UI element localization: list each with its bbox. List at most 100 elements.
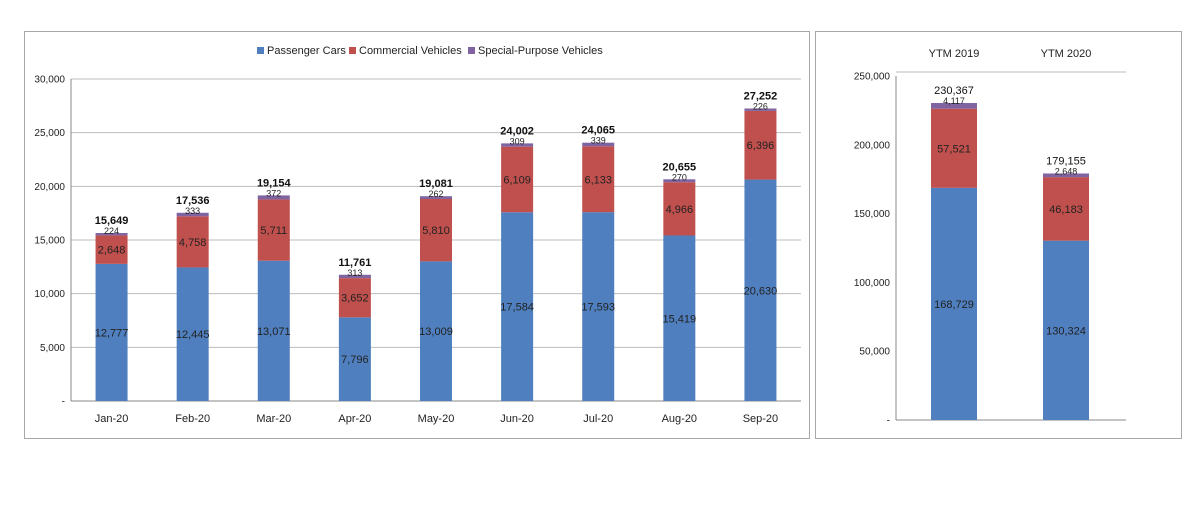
month-bar-passenger (582, 212, 615, 401)
month-label-special: 309 (510, 136, 525, 146)
month-bar-passenger (338, 317, 371, 401)
month-bar-commercial (582, 146, 615, 213)
ytm-bar-passenger (1043, 240, 1089, 420)
month-label-passenger: 15,419 (663, 313, 697, 325)
month-label-commercial: 2,648 (98, 245, 126, 257)
ytm-bar-special (1043, 173, 1089, 178)
month-label-commercial: 6,396 (747, 140, 775, 152)
legend-swatch-special (468, 47, 475, 54)
month-label-passenger: 20,630 (744, 285, 778, 297)
month-bar-passenger (663, 235, 696, 401)
ytm-chart-panel: - 50,000 100,000 150,000 200,000 250,000 168,7… (815, 31, 1182, 439)
month-label-passenger: 17,593 (581, 302, 615, 314)
month-label-passenger: 7,796 (341, 354, 369, 366)
month-category-label: Feb-20 (175, 413, 210, 425)
ytm-bar-commercial (931, 108, 977, 188)
month-label-passenger: 13,009 (419, 326, 453, 338)
month-label-special: 339 (591, 136, 606, 146)
ytm-label-passenger: 130,324 (1046, 325, 1086, 337)
month-bar-special (744, 108, 777, 111)
month-category-label: Jun-20 (500, 413, 534, 425)
month-bar-special (257, 195, 290, 200)
ytm-stacked-bar-chart: - 50,000 100,000 150,000 200,000 250,000 168,7… (854, 48, 1126, 427)
month-bar-commercial (176, 216, 209, 268)
month-category-label: Jul-20 (583, 413, 613, 425)
month-bar-special (663, 179, 696, 183)
month-label-passenger: 17,584 (500, 302, 534, 314)
y-tick-label: 20,000 (34, 182, 65, 193)
month-total-label: 27,252 (744, 90, 778, 102)
month-label-passenger: 13,071 (257, 326, 291, 338)
ytm-label-special: 4,117 (943, 96, 965, 106)
ytm-bar-special (931, 103, 977, 109)
y-tick-label: 5,000 (40, 343, 65, 354)
month-total-label: 24,002 (500, 125, 534, 137)
month-label-passenger: 12,777 (95, 327, 129, 339)
month-bar-special (582, 142, 615, 147)
month-label-commercial: 5,810 (422, 225, 450, 237)
y-tick-label: 10,000 (34, 289, 65, 300)
month-total-label: 19,154 (257, 177, 292, 189)
legend-label-commercial: Commercial Vehicles (359, 45, 462, 57)
month-bar-commercial (420, 199, 452, 262)
month-label-special: 262 (428, 189, 443, 199)
month-total-label: 11,761 (338, 257, 371, 269)
monthly-chart-panel: - 5,000 10,000 15,000 20,000 25,000 30,000 12,7… (24, 31, 810, 439)
y-tick-label: 25,000 (34, 128, 65, 139)
month-bar-passenger (95, 263, 128, 401)
month-label-special: 372 (266, 188, 281, 198)
month-category-label: May-20 (418, 413, 455, 425)
monthly-stacked-bar-chart: - 5,000 10,000 15,000 20,000 25,000 30,000 12,7… (34, 45, 801, 425)
month-label-special: 270 (672, 172, 687, 182)
month-label-commercial: 5,711 (260, 225, 287, 237)
month-bar-commercial (501, 146, 534, 213)
month-bar-special (501, 143, 534, 147)
month-bar-passenger (420, 261, 452, 401)
ytm-category-label: YTM 2019 (929, 48, 980, 60)
month-label-special: 313 (347, 268, 362, 278)
month-category-label: Apr-20 (338, 413, 371, 425)
month-label-commercial: 4,758 (179, 237, 207, 249)
y-tick-label: 15,000 (34, 236, 65, 247)
month-bar-passenger (257, 260, 290, 401)
month-total-label: 24,065 (581, 125, 615, 137)
legend-label-special: Special-Purpose Vehicles (478, 45, 603, 57)
month-label-passenger: 12,445 (176, 329, 210, 341)
ytm-bar-passenger (931, 187, 977, 420)
ytm-label-commercial: 46,183 (1049, 204, 1083, 216)
month-label-special: 226 (753, 101, 768, 111)
ytm-category-label: YTM 2020 (1041, 48, 1092, 60)
month-category-label: Jan-20 (95, 413, 129, 425)
month-bar-commercial (338, 278, 371, 318)
ytm-total-label: 230,367 (934, 85, 974, 97)
ytm-label-commercial: 57,521 (937, 143, 971, 155)
ytm-bar-commercial (1043, 177, 1089, 241)
month-bar-commercial (663, 182, 696, 236)
month-label-special: 333 (185, 206, 200, 216)
month-bar-passenger (176, 267, 209, 401)
month-bar-passenger (744, 179, 777, 401)
month-label-commercial: 6,109 (503, 174, 531, 186)
month-bar-special (420, 196, 452, 200)
month-bar-special (338, 274, 371, 279)
month-bar-special (95, 233, 128, 236)
month-bar-commercial (744, 110, 777, 180)
month-total-label: 15,649 (95, 215, 129, 227)
month-bar-commercial (257, 199, 290, 261)
y-tick-label: - (62, 397, 65, 408)
month-category-label: Mar-20 (256, 413, 291, 425)
month-category-label: Aug-20 (662, 413, 697, 425)
ytm-total-label: 179,155 (1046, 155, 1086, 167)
month-bar-commercial (95, 235, 128, 264)
month-total-label: 20,655 (663, 161, 697, 173)
ytm-label-passenger: 168,729 (934, 299, 974, 311)
y-tick-label: - (887, 416, 890, 427)
y-tick-label: 150,000 (854, 209, 891, 220)
month-category-label: Sep-20 (743, 413, 778, 425)
month-total-label: 19,081 (419, 178, 453, 190)
month-label-special: 224 (104, 226, 119, 236)
month-total-label: 17,536 (176, 195, 210, 207)
month-bar-passenger (501, 212, 534, 401)
legend-swatch-passenger (257, 47, 264, 54)
y-tick-label: 100,000 (854, 278, 891, 289)
